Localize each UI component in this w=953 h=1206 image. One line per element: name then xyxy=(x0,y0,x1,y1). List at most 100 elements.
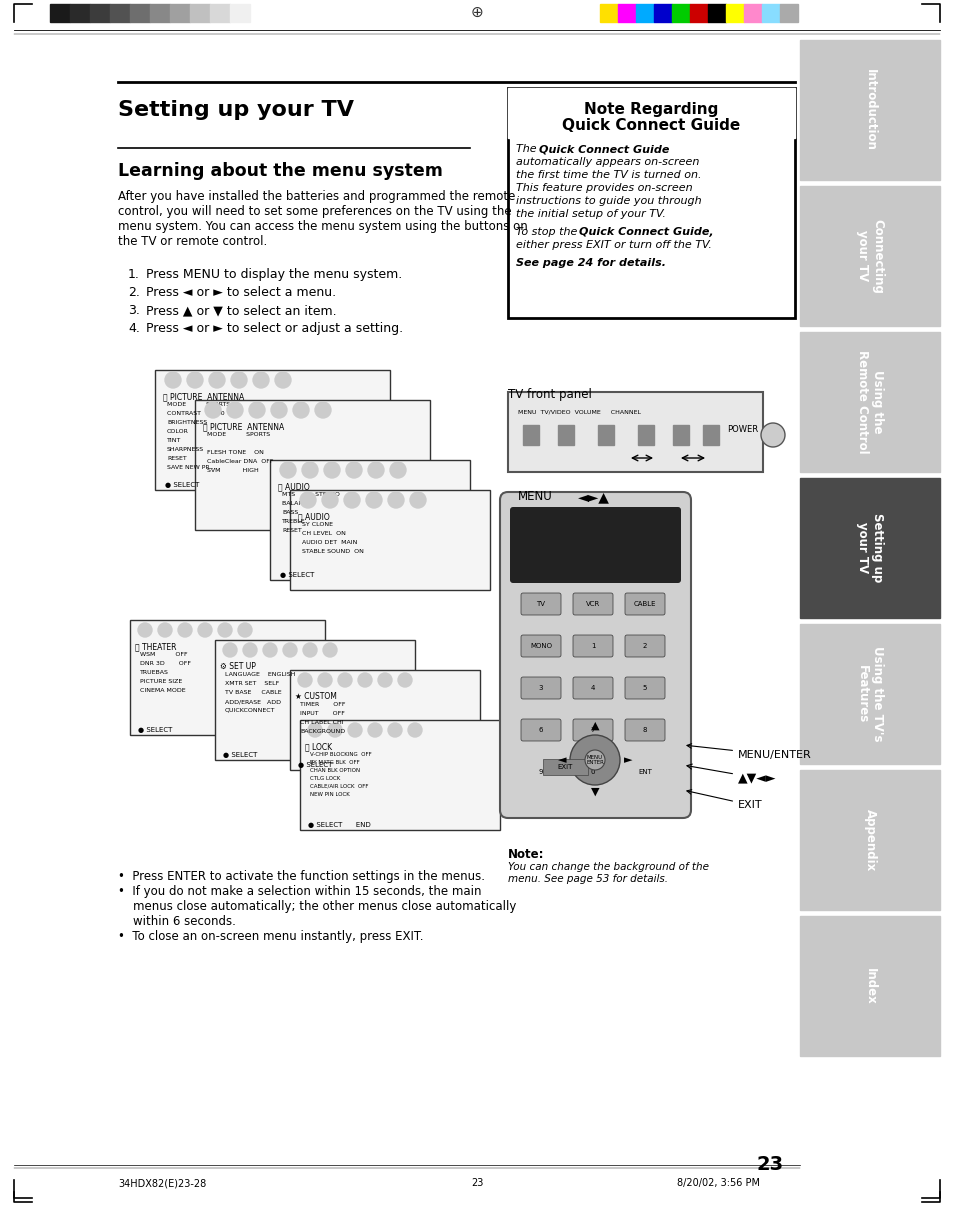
Text: QUICKCONNECT: QUICKCONNECT xyxy=(225,708,275,713)
Text: V-CHIP BLOCKING  OFF: V-CHIP BLOCKING OFF xyxy=(310,753,372,757)
Text: BASS: BASS xyxy=(282,510,298,515)
Circle shape xyxy=(263,643,276,657)
Bar xyxy=(270,459,470,580)
Circle shape xyxy=(218,624,232,637)
Circle shape xyxy=(308,724,322,737)
Text: BACKGROUND: BACKGROUND xyxy=(299,728,345,734)
Text: SAVE NEW PR...: SAVE NEW PR... xyxy=(167,466,215,470)
Bar xyxy=(130,620,325,734)
Text: MENU  TV/VIDEO  VOLUME     CHANNEL: MENU TV/VIDEO VOLUME CHANNEL xyxy=(517,410,640,415)
Text: Quick Connect Guide: Quick Connect Guide xyxy=(561,118,740,133)
Bar xyxy=(800,478,939,617)
Bar xyxy=(743,4,761,22)
Circle shape xyxy=(198,624,212,637)
Text: either press EXIT or turn off the TV.: either press EXIT or turn off the TV. xyxy=(516,240,711,250)
Text: MENU
ENTER: MENU ENTER xyxy=(585,755,603,766)
Circle shape xyxy=(337,673,352,687)
Circle shape xyxy=(274,371,291,388)
Circle shape xyxy=(388,724,401,737)
Bar xyxy=(210,4,230,22)
Text: 4.: 4. xyxy=(128,322,140,335)
Bar xyxy=(214,640,415,760)
Bar xyxy=(170,4,190,22)
Circle shape xyxy=(303,643,316,657)
FancyBboxPatch shape xyxy=(499,492,690,818)
Text: 3: 3 xyxy=(538,685,542,691)
Text: ◄: ◄ xyxy=(557,755,565,765)
Circle shape xyxy=(368,724,381,737)
Text: TRUEBAS: TRUEBAS xyxy=(140,671,169,675)
Text: BY MATG BLK  OFF: BY MATG BLK OFF xyxy=(310,760,359,765)
Text: MODE          SPORTS: MODE SPORTS xyxy=(207,432,270,437)
Text: Using the TV's
Features: Using the TV's Features xyxy=(855,646,883,742)
Text: ● SELECT: ● SELECT xyxy=(280,572,314,578)
Text: •  If you do not make a selection within 15 seconds, the main: • If you do not make a selection within … xyxy=(118,885,481,898)
Text: 1.: 1. xyxy=(128,268,140,281)
Bar xyxy=(780,4,797,22)
Text: 🎭 THEATER: 🎭 THEATER xyxy=(135,642,176,651)
Text: WSM          OFF: WSM OFF xyxy=(140,652,188,657)
Bar xyxy=(800,769,939,911)
Bar xyxy=(707,4,725,22)
Bar xyxy=(671,4,689,22)
Text: FLESH TONE    ON: FLESH TONE ON xyxy=(207,450,264,455)
Bar xyxy=(598,425,614,445)
Circle shape xyxy=(408,724,421,737)
FancyBboxPatch shape xyxy=(624,593,664,615)
Text: 🔒 LOCK: 🔒 LOCK xyxy=(305,742,332,751)
FancyBboxPatch shape xyxy=(520,636,560,657)
Text: ● SELECT: ● SELECT xyxy=(223,753,257,759)
Text: POWER: POWER xyxy=(726,426,758,434)
Text: CH LEVEL  ON: CH LEVEL ON xyxy=(302,531,346,535)
Text: menu. See page 53 for details.: menu. See page 53 for details. xyxy=(507,874,667,884)
Bar xyxy=(299,720,499,830)
Circle shape xyxy=(346,462,361,478)
Text: COLOR: COLOR xyxy=(167,429,189,434)
Text: TV front panel: TV front panel xyxy=(507,388,591,402)
Text: INPUT       OFF: INPUT OFF xyxy=(299,712,345,716)
Text: ▲: ▲ xyxy=(590,721,598,731)
Bar xyxy=(130,4,150,22)
Circle shape xyxy=(293,402,309,418)
Circle shape xyxy=(388,492,403,508)
Text: TV: TV xyxy=(536,601,545,607)
Text: Note:: Note: xyxy=(507,848,544,861)
Text: TV BASE     CABLE: TV BASE CABLE xyxy=(225,690,281,695)
Text: CHAN BLK OPTION: CHAN BLK OPTION xyxy=(310,768,359,773)
FancyBboxPatch shape xyxy=(573,719,613,740)
Bar xyxy=(542,759,587,775)
Text: CH LABEL CHI: CH LABEL CHI xyxy=(299,720,343,725)
FancyBboxPatch shape xyxy=(573,636,613,657)
Text: Press ◄ or ► to select a menu.: Press ◄ or ► to select a menu. xyxy=(146,286,335,299)
Bar xyxy=(110,4,130,22)
Circle shape xyxy=(314,402,331,418)
FancyBboxPatch shape xyxy=(573,593,613,615)
Text: 23: 23 xyxy=(756,1155,782,1173)
Text: instructions to guide you through: instructions to guide you through xyxy=(516,197,700,206)
Text: automatically appears on-screen: automatically appears on-screen xyxy=(516,157,699,166)
Circle shape xyxy=(584,750,604,769)
Text: See page 24 for details.: See page 24 for details. xyxy=(516,258,665,268)
Text: 1: 1 xyxy=(590,643,595,649)
Circle shape xyxy=(271,402,287,418)
Bar xyxy=(90,4,110,22)
Circle shape xyxy=(227,402,243,418)
FancyBboxPatch shape xyxy=(510,507,680,582)
Text: BRIGHTNESS: BRIGHTNESS xyxy=(167,420,207,425)
Text: Quick Connect Guide: Quick Connect Guide xyxy=(538,144,669,154)
Text: 5: 5 xyxy=(642,685,646,691)
Circle shape xyxy=(178,624,192,637)
Circle shape xyxy=(280,462,295,478)
Circle shape xyxy=(297,673,312,687)
Bar xyxy=(800,332,939,472)
Text: CABLE: CABLE xyxy=(633,601,656,607)
Text: ▼: ▼ xyxy=(590,788,598,797)
Text: ● SELECT: ● SELECT xyxy=(138,727,172,733)
Text: RESET: RESET xyxy=(282,528,301,533)
Text: ADD/ERASE   ADD: ADD/ERASE ADD xyxy=(225,699,281,704)
Text: This feature provides on-screen: This feature provides on-screen xyxy=(516,183,692,193)
Text: STABLE SOUND  ON: STABLE SOUND ON xyxy=(302,549,363,554)
Text: RESET: RESET xyxy=(167,456,187,461)
Bar xyxy=(800,40,939,180)
Text: the first time the TV is turned on.: the first time the TV is turned on. xyxy=(516,170,700,180)
